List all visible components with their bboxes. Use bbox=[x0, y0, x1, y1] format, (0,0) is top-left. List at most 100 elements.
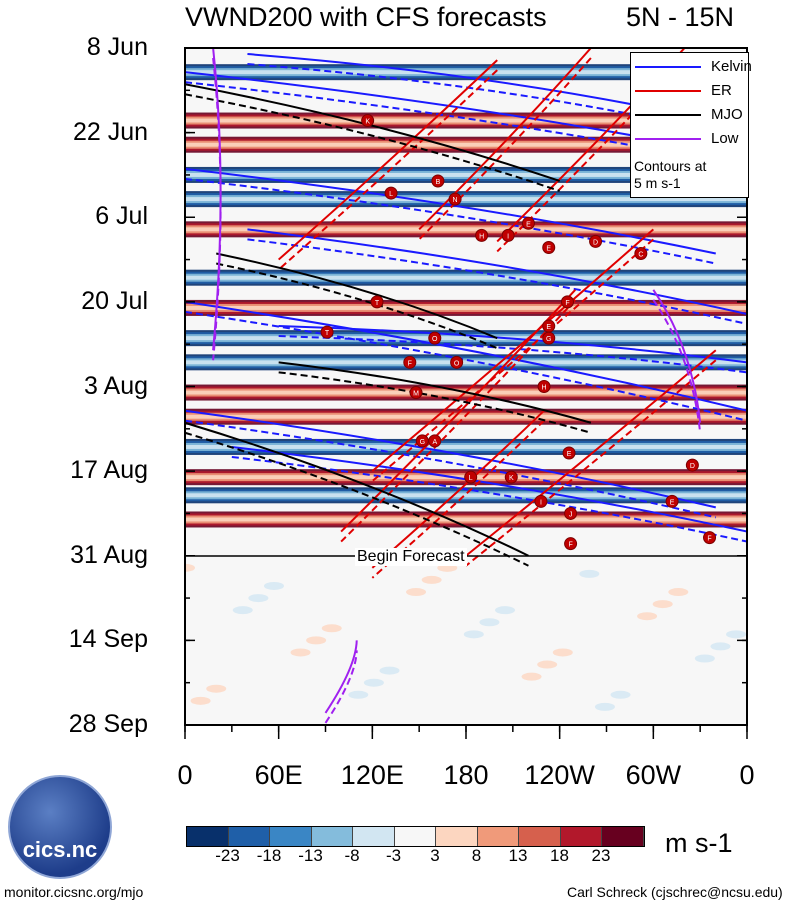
storm-marker: G bbox=[415, 434, 429, 448]
y-tick-label: 20 Jul bbox=[81, 286, 148, 315]
x-tick-label: 120E bbox=[340, 760, 404, 790]
storm-marker: B bbox=[431, 174, 445, 188]
forecast-anomaly bbox=[421, 575, 442, 584]
y-tick-label: 22 Jun bbox=[72, 117, 148, 146]
kelvin-contour-negative bbox=[247, 63, 654, 120]
er-contour bbox=[278, 59, 498, 261]
storm-marker: E bbox=[665, 494, 679, 508]
anomaly-band bbox=[185, 336, 747, 341]
storm-marker: E bbox=[562, 446, 576, 460]
mjo-contour bbox=[216, 252, 498, 340]
forecast-anomaly bbox=[290, 648, 311, 657]
svg-text:F: F bbox=[707, 536, 711, 543]
svg-text:B: B bbox=[436, 179, 441, 186]
colorbar-tick-label: 8 bbox=[471, 846, 482, 865]
svg-text:E: E bbox=[670, 499, 675, 506]
kelvin-contour bbox=[185, 300, 747, 412]
colorbar-tick-label: 18 bbox=[550, 846, 569, 865]
anomaly-band bbox=[185, 305, 747, 310]
storm-marker: E bbox=[521, 216, 535, 230]
colorbar-tick-label: 3 bbox=[430, 846, 440, 865]
forecast-anomaly bbox=[306, 636, 327, 645]
er-contour bbox=[418, 48, 592, 231]
colorbar-tick-label: 23 bbox=[591, 846, 611, 865]
y-tick-label: 6 Jul bbox=[95, 202, 148, 231]
forecast-anomaly bbox=[379, 666, 400, 675]
mjo-contour-negative bbox=[278, 371, 592, 434]
y-tick-label: 14 Sep bbox=[68, 625, 148, 654]
forecast-anomaly bbox=[668, 588, 689, 597]
x-tick-label: 180 bbox=[443, 760, 489, 790]
svg-text:J: J bbox=[569, 511, 573, 518]
storm-marker: D bbox=[589, 234, 603, 248]
mjo-contour bbox=[185, 83, 560, 182]
forecast-anomaly bbox=[190, 696, 211, 705]
colorbar-swatch bbox=[560, 827, 602, 846]
kelvin-contour bbox=[231, 445, 747, 533]
forecast-anomaly bbox=[521, 672, 542, 681]
kelvin-contour bbox=[185, 167, 716, 255]
x-tick-label: 0 bbox=[177, 760, 193, 790]
anomaly-band bbox=[185, 172, 747, 177]
er-contour-negative bbox=[278, 69, 498, 271]
forecast-anomaly bbox=[579, 569, 600, 578]
svg-text:D: D bbox=[690, 463, 695, 470]
x-tick-label: 120W bbox=[524, 760, 595, 790]
low-contour-negative bbox=[212, 57, 222, 361]
svg-text:I: I bbox=[540, 499, 542, 506]
kelvin-contour-negative bbox=[247, 238, 747, 325]
chart-region: 5N - 15N bbox=[626, 2, 735, 32]
colorbar-swatch bbox=[477, 827, 519, 846]
storm-marker: E bbox=[542, 319, 556, 333]
storm-marker: T bbox=[370, 295, 384, 309]
footer-author: Carl Schreck (cjschrec@ncsu.edu) bbox=[567, 884, 783, 900]
mjo-contour-negative bbox=[185, 93, 560, 192]
x-tick-label: 60W bbox=[625, 760, 682, 790]
anomaly-band bbox=[185, 197, 747, 202]
mjo-contour bbox=[185, 421, 529, 557]
forecast-anomaly bbox=[726, 630, 747, 639]
mjo-contour bbox=[278, 361, 592, 424]
svg-text:E: E bbox=[546, 245, 551, 252]
kelvin-contour bbox=[247, 53, 654, 110]
er-contour-negative bbox=[340, 299, 577, 543]
colorbar-swatch bbox=[228, 827, 270, 846]
storm-marker: H bbox=[475, 228, 489, 242]
svg-text:T: T bbox=[325, 330, 330, 337]
storm-marker: I bbox=[501, 228, 515, 242]
anomaly-band bbox=[185, 70, 747, 75]
begin-forecast-label: Begin Forecast bbox=[355, 548, 467, 566]
svg-text:N: N bbox=[453, 197, 458, 204]
svg-text:H: H bbox=[479, 233, 484, 240]
colorbar-tick-label: -23 bbox=[215, 846, 240, 865]
forecast-anomaly bbox=[363, 678, 384, 687]
storm-marker: F bbox=[564, 537, 578, 551]
anomaly-band bbox=[185, 493, 747, 498]
forecast-anomaly bbox=[406, 588, 427, 597]
kelvin-contour bbox=[278, 325, 747, 364]
colorbar-swatch bbox=[394, 827, 436, 846]
colorbar-tick-label: -8 bbox=[344, 846, 360, 865]
chart-title: VWND200 with CFS forecasts bbox=[185, 2, 547, 32]
x-tick-label: 0 bbox=[739, 760, 755, 790]
y-tick-label: 3 Aug bbox=[84, 371, 148, 400]
y-tick-label: 8 Jun bbox=[86, 33, 148, 61]
cicsnc-logo: cics.nc bbox=[8, 775, 112, 879]
svg-text:C: C bbox=[638, 252, 643, 259]
colorbar-swatch bbox=[311, 827, 353, 846]
footer-url[interactable]: monitor.cicsnc.org/mjo bbox=[4, 884, 144, 900]
kelvin-contour bbox=[185, 409, 717, 509]
svg-text:F: F bbox=[565, 300, 569, 307]
low-contour bbox=[652, 289, 702, 423]
svg-text:F: F bbox=[568, 542, 572, 549]
er-contour bbox=[340, 289, 577, 533]
forecast-anomaly bbox=[594, 702, 615, 711]
forecast-anomaly bbox=[610, 690, 631, 699]
forecast-anomaly bbox=[537, 660, 558, 669]
forecast-anomaly bbox=[552, 648, 573, 657]
forecast-anomaly bbox=[694, 654, 715, 663]
svg-text:D: D bbox=[593, 239, 598, 246]
er-contour bbox=[465, 349, 717, 557]
forecast-anomaly bbox=[185, 563, 195, 572]
